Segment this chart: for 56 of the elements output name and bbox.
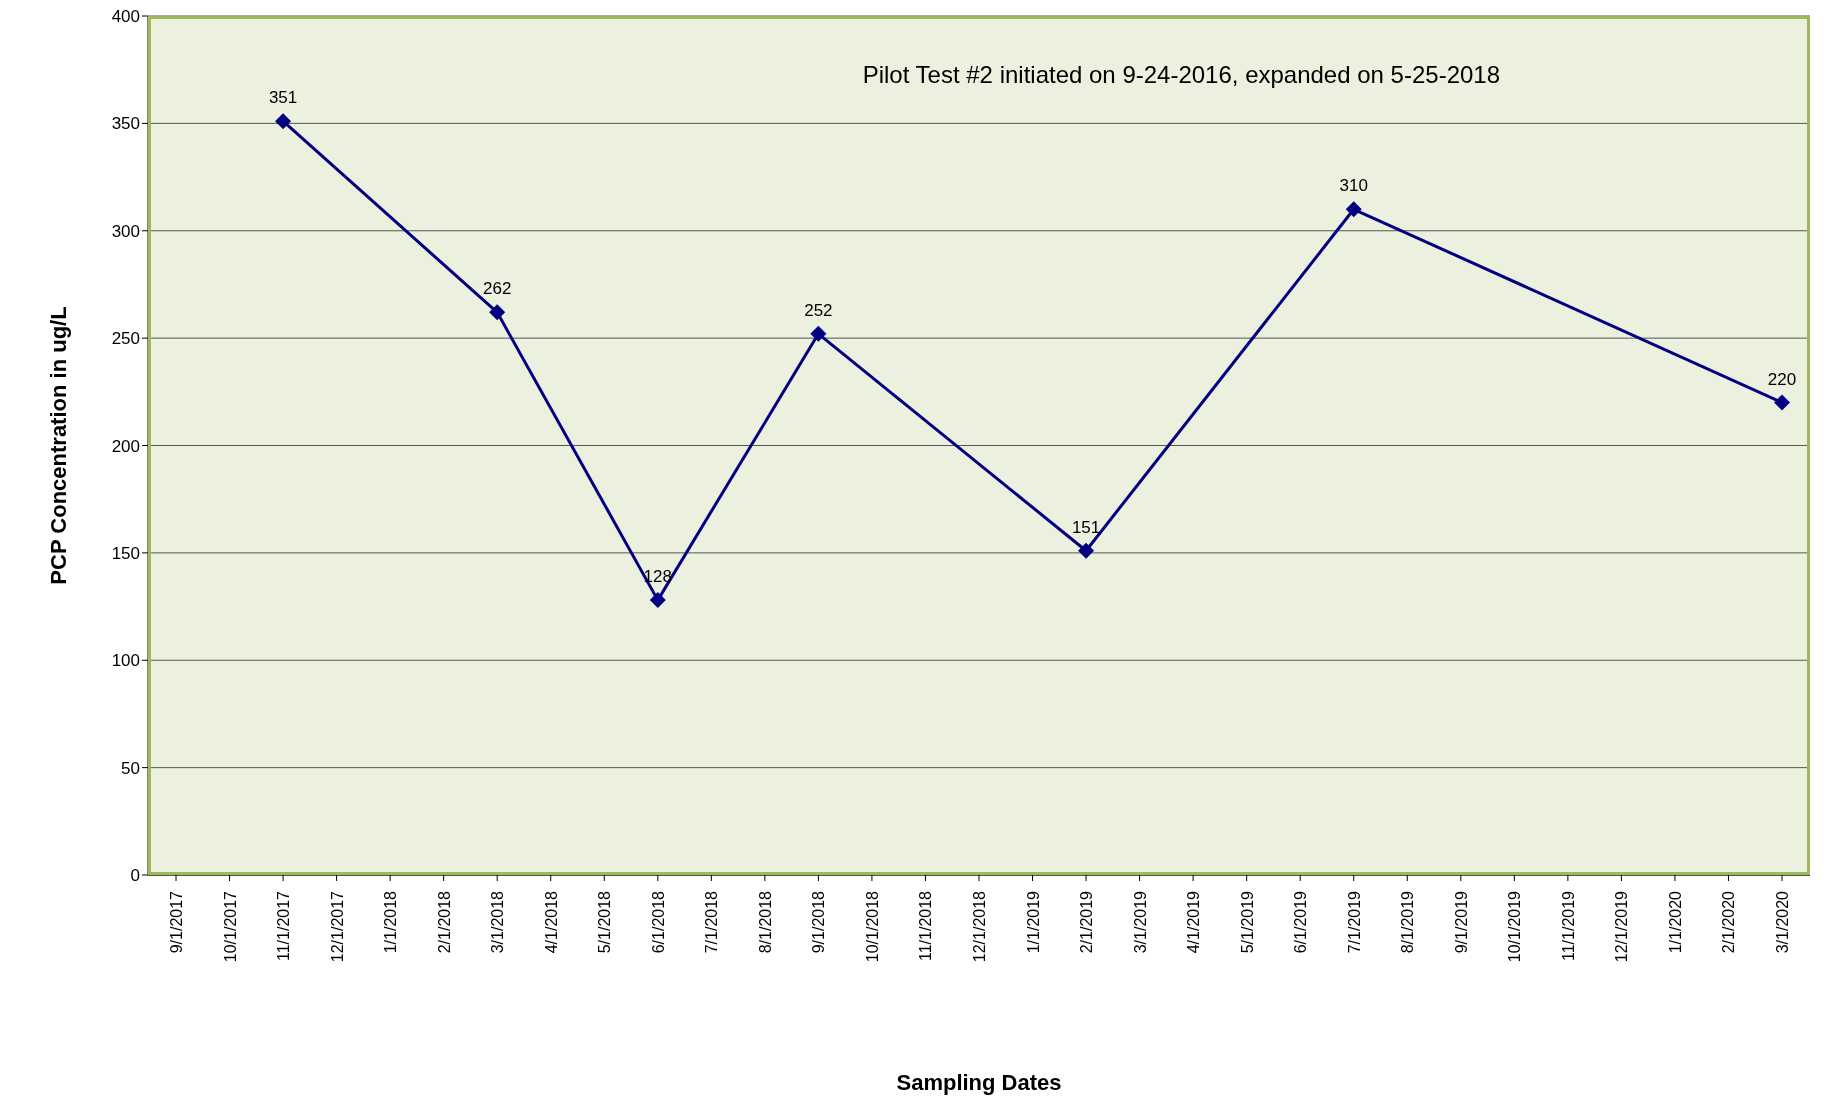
x-axis-title: Sampling Dates	[896, 1070, 1062, 1095]
point	[275, 113, 292, 130]
x-tick-label: 11/1/2017	[275, 890, 293, 961]
x-tick-label: 12/1/2017	[328, 890, 346, 963]
y-axis-title: PCP Concentration in ug/L	[45, 306, 71, 585]
y-tick-label: 350	[111, 114, 140, 134]
x-tick-label: 5/1/2019	[1238, 890, 1256, 954]
data-label: 252	[804, 300, 833, 320]
point	[1345, 201, 1362, 218]
x-tick-label: 10/1/2017	[221, 890, 239, 963]
point	[1774, 394, 1790, 411]
y-tick-label: 300	[111, 221, 140, 241]
x-tick-label: 4/1/2019	[1185, 890, 1203, 954]
x-tick-label: 7/1/2019	[1345, 890, 1363, 954]
x-tick-label: 3/1/2020	[1774, 890, 1791, 954]
point	[489, 304, 506, 321]
x-tick-label: 9/1/2019	[1452, 890, 1470, 954]
data-label: 151	[1071, 517, 1101, 537]
x-tick-label: 11/1/2018	[917, 890, 935, 961]
y-tick-label: 400	[111, 7, 140, 27]
x-tick-label: 3/1/2019	[1131, 890, 1149, 954]
y-tick-label: 200	[111, 436, 140, 456]
x-tick-label: 8/1/2018	[756, 890, 774, 954]
y-tick-label: 50	[121, 758, 140, 778]
y-tick-label: 0	[130, 866, 140, 886]
y-tick-label: 250	[111, 329, 140, 349]
point	[649, 592, 666, 609]
x-tick-label: 2/1/2019	[1078, 890, 1096, 954]
x-tick-label: 1/1/2018	[382, 890, 400, 954]
x-tick-label: 12/1/2019	[1613, 890, 1631, 963]
x-tick-label: 12/1/2018	[971, 890, 988, 963]
x-tick-label: 10/1/2018	[863, 890, 881, 963]
x-tick-label: 7/1/2018	[703, 890, 721, 954]
data-label: 310	[1339, 176, 1368, 196]
x-tick-label: 6/1/2018	[649, 890, 667, 954]
x-tick-label: 3/1/2018	[489, 890, 507, 954]
x-tick-label: 2/1/2020	[1720, 890, 1738, 954]
data-label: 351	[268, 88, 298, 108]
x-tick-label: 8/1/2019	[1399, 890, 1417, 954]
point	[1078, 542, 1095, 559]
x-tick-label: 11/1/2019	[1559, 890, 1577, 961]
x-tick-label: 9/1/2018	[810, 890, 828, 954]
y-tick-label: 150	[111, 543, 140, 563]
data-label: 262	[483, 279, 512, 299]
y-tick-label: 100	[111, 651, 140, 671]
x-tick-label: 9/1/2017	[168, 890, 185, 954]
x-tick-label: 1/1/2020	[1666, 890, 1684, 954]
x-tick-label: 10/1/2019	[1506, 890, 1524, 963]
data-label: 220	[1767, 369, 1797, 389]
x-tick-label: 6/1/2019	[1292, 890, 1310, 954]
point	[810, 325, 827, 342]
x-tick-label: 1/1/2019	[1024, 890, 1042, 954]
annotation: Pilot Test #2 initiated on 9-24-2016, expanded on 5-25-2018	[862, 61, 1501, 89]
x-tick-label: 5/1/2018	[596, 890, 614, 954]
x-tick-label: 4/1/2018	[542, 890, 560, 954]
x-tick-label: 2/1/2018	[435, 890, 453, 954]
